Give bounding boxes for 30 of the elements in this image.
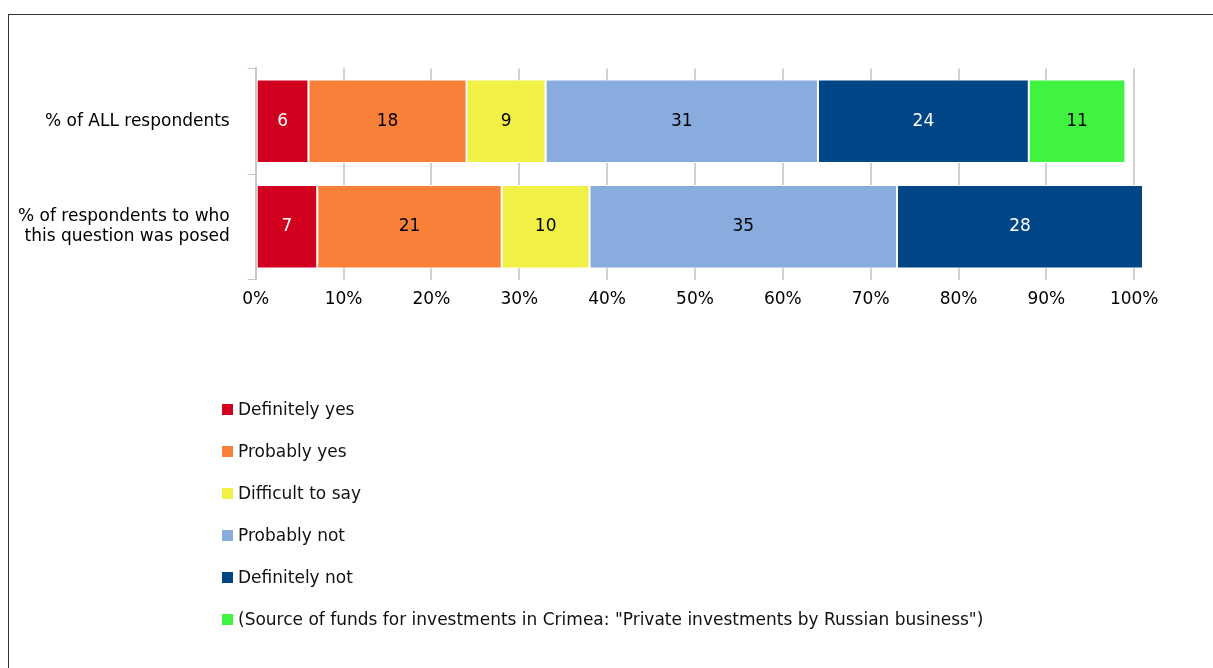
legend-label: Definitely yes bbox=[238, 399, 355, 419]
x-tick-label: 50% bbox=[676, 288, 714, 309]
data-label: 6 bbox=[277, 109, 289, 130]
data-label: 11 bbox=[1066, 109, 1088, 130]
legend-label: Difficult to say bbox=[238, 483, 361, 503]
legend-label: Probably not bbox=[238, 525, 345, 545]
y-tick-label: % of ALL respondents bbox=[44, 109, 230, 130]
legend-label: (Source of funds for investments in Crimea: "Private investments by Russian business") bbox=[238, 609, 984, 629]
x-tick-label: 0% bbox=[242, 288, 270, 309]
data-label: 24 bbox=[912, 109, 935, 130]
x-tick-label: 10% bbox=[324, 288, 363, 309]
x-tick-label: 70% bbox=[851, 288, 890, 309]
x-tick-label: 90% bbox=[1027, 288, 1066, 309]
data-label: 35 bbox=[732, 215, 755, 236]
data-label: 10 bbox=[534, 215, 557, 236]
legend-label: Definitely not bbox=[238, 567, 353, 587]
data-label: 18 bbox=[376, 109, 399, 130]
x-tick-label: 60% bbox=[763, 288, 802, 309]
data-label: 21 bbox=[398, 215, 421, 236]
data-label: 7 bbox=[281, 215, 293, 236]
y-tick-label: % of respondents to who this question was posed bbox=[17, 205, 230, 246]
legend-label: Probably yes bbox=[238, 441, 347, 461]
data-label: 28 bbox=[1009, 215, 1031, 236]
data-label: 31 bbox=[670, 109, 693, 130]
x-tick-label: 40% bbox=[588, 288, 627, 309]
data-label: 9 bbox=[500, 109, 512, 130]
x-tick-label: 20% bbox=[412, 288, 451, 309]
x-tick-label: 30% bbox=[500, 288, 539, 309]
x-tick-label: 80% bbox=[939, 288, 978, 309]
x-tick-label: 100% bbox=[1109, 288, 1159, 309]
